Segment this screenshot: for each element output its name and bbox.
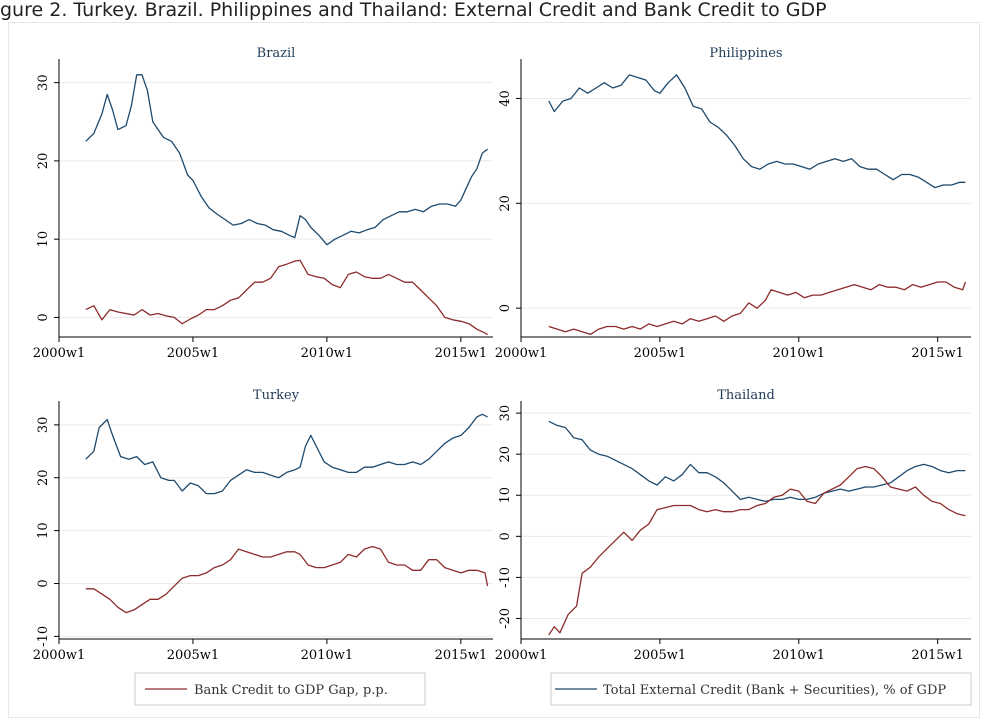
x-tick-label-brazil: 2010w1	[301, 346, 353, 361]
y-tick-label-thailand: 30	[498, 405, 513, 422]
panel-title-brazil: Brazil	[257, 46, 296, 61]
series-line-philippines-external-credit	[548, 74, 966, 189]
x-tick-label-philippines: 2005w1	[634, 346, 686, 361]
x-tick-label-thailand: 2010w1	[773, 648, 825, 663]
y-tick-label-thailand: -10	[498, 567, 513, 588]
x-tick-label-thailand: 2000w1	[495, 648, 547, 663]
figure-caption: gure 2. Turkey. Brazil. Philippines and …	[0, 0, 827, 20]
chart-figure: Brazil 0 10 20 30 2000w1 2005w1 2010w1 2015w1 Phi…	[33, 46, 972, 706]
panel-title-philippines: Philippines	[709, 46, 782, 61]
y-tick-label-brazil: 20	[36, 153, 51, 170]
figure-frame: Brazil 0 10 20 30 2000w1 2005w1 2010w1 2015w1 Phi…	[8, 22, 980, 718]
y-tick-label-thailand: 20	[498, 446, 513, 463]
y-tick-label-philippines: 0	[498, 304, 513, 312]
y-tick-label-thailand: 10	[498, 487, 513, 504]
y-tick-label-turkey: 0	[36, 579, 51, 587]
panel-title-thailand: Thailand	[717, 388, 775, 403]
series-line-thailand-external-credit	[548, 420, 966, 503]
y-tick-label-brazil: 30	[36, 74, 51, 91]
x-tick-label-philippines: 2000w1	[495, 346, 547, 361]
y-tick-label-philippines: 20	[498, 195, 513, 212]
x-tick-label-brazil: 2005w1	[167, 346, 219, 361]
x-tick-label-turkey: 2000w1	[33, 648, 85, 663]
legend-label-bank-credit: Bank Credit to GDP Gap, p.p.	[194, 683, 388, 698]
y-tick-label-thailand: 0	[498, 532, 513, 540]
y-tick-label-thailand: -20	[498, 608, 513, 629]
x-tick-label-brazil: 2000w1	[33, 346, 85, 361]
y-tick-label-turkey: 20	[36, 469, 51, 486]
x-tick-label-philippines: 2015w1	[911, 346, 963, 361]
x-tick-label-thailand: 2015w1	[911, 648, 963, 663]
y-tick-label-turkey: 10	[36, 522, 51, 539]
series-line-turkey-bank-credit-gap	[85, 545, 489, 614]
legend-box-external-credit	[550, 672, 972, 706]
y-tick-label-turkey: 30	[36, 417, 51, 434]
series-line-turkey-external-credit	[85, 413, 488, 495]
series-line-brazil-bank-credit-gap	[85, 259, 488, 336]
x-tick-label-philippines: 2010w1	[773, 346, 825, 361]
series-line-philippines-bank-credit-gap	[548, 281, 967, 336]
legend: Bank Credit to GDP Gap, p.p. Total Exter…	[134, 672, 972, 706]
x-tick-label-turkey: 2005w1	[167, 648, 219, 663]
x-tick-label-turkey: 2015w1	[435, 648, 487, 663]
y-tick-label-brazil: 0	[36, 313, 51, 321]
y-tick-label-brazil: 10	[36, 231, 51, 248]
series-line-thailand-bank-credit-gap	[548, 465, 966, 636]
x-tick-label-thailand: 2005w1	[634, 648, 686, 663]
y-tick-label-turkey: -10	[36, 626, 51, 647]
series-line-brazil-external-credit	[85, 74, 488, 246]
panel-title-turkey: Turkey	[253, 388, 300, 403]
x-tick-label-brazil: 2015w1	[435, 346, 487, 361]
y-tick-label-philippines: 40	[498, 90, 513, 107]
x-tick-label-turkey: 2010w1	[301, 648, 353, 663]
legend-label-external-credit: Total External Credit (Bank + Securities…	[603, 683, 946, 698]
